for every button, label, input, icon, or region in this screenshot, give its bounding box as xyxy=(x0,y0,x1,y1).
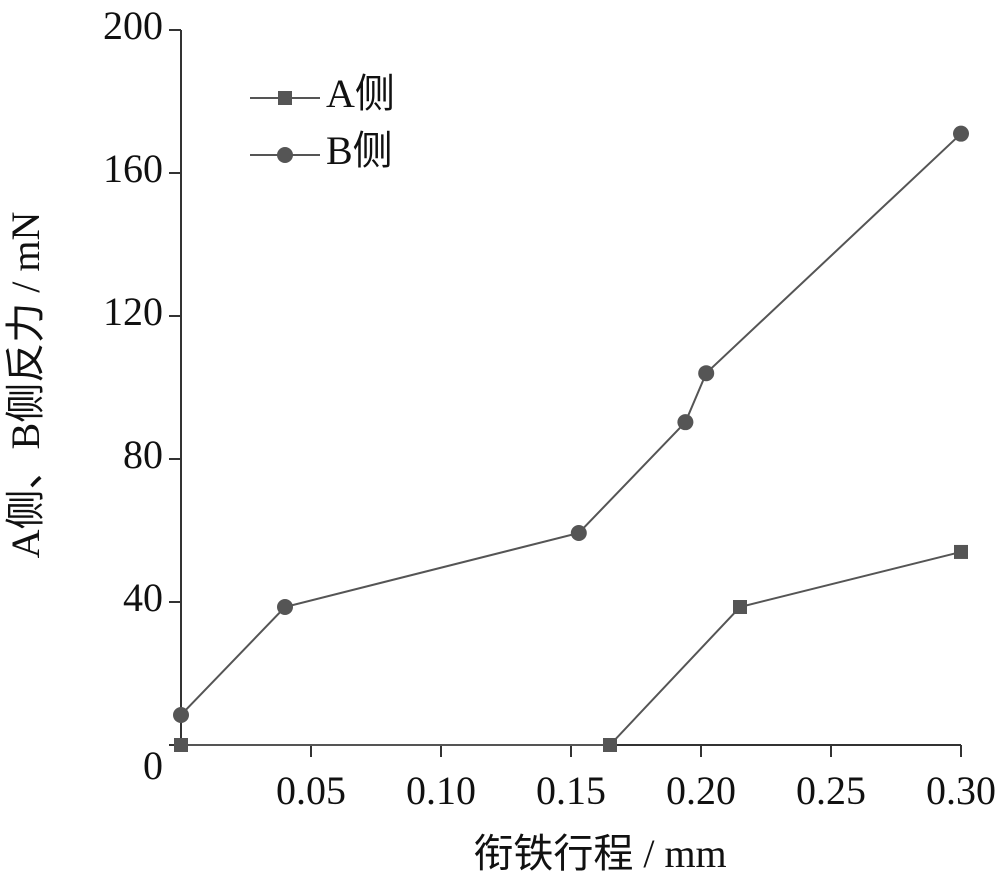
y-tick-label: 120 xyxy=(103,289,163,334)
y-axis-label: A侧、B侧反力 / mN xyxy=(3,212,48,559)
y-tick-label: 0 xyxy=(143,743,163,788)
data-point xyxy=(277,599,293,616)
data-point xyxy=(954,544,968,559)
data-point xyxy=(174,738,188,752)
x-tick-label: 0.10 xyxy=(406,768,476,813)
series-line xyxy=(180,132,962,716)
x-axis-label: 衔铁行程 / mm xyxy=(473,831,726,876)
series-line xyxy=(181,550,962,746)
y-tick-label: 40 xyxy=(123,575,163,620)
legend-label: B侧 xyxy=(326,128,393,173)
data-point xyxy=(677,414,694,431)
data-point xyxy=(733,600,747,615)
x-tick-label: 0.05 xyxy=(276,768,346,813)
x-tick-label: 0.20 xyxy=(666,768,736,813)
legend-marker xyxy=(278,91,292,105)
x-tick-label: 0.30 xyxy=(926,768,996,813)
data-point xyxy=(173,706,189,723)
x-tick-label: 0.25 xyxy=(796,768,866,813)
data-point xyxy=(953,125,969,142)
data-point xyxy=(603,738,617,752)
legend-label: A侧 xyxy=(326,71,395,116)
data-point xyxy=(570,525,587,542)
legend-marker xyxy=(277,147,293,163)
data-point xyxy=(698,365,715,382)
y-tick-label: 80 xyxy=(123,432,163,477)
y-tick-label: 160 xyxy=(103,146,163,191)
x-tick-label: 0.15 xyxy=(536,768,606,813)
y-tick-label: 200 xyxy=(103,3,163,48)
